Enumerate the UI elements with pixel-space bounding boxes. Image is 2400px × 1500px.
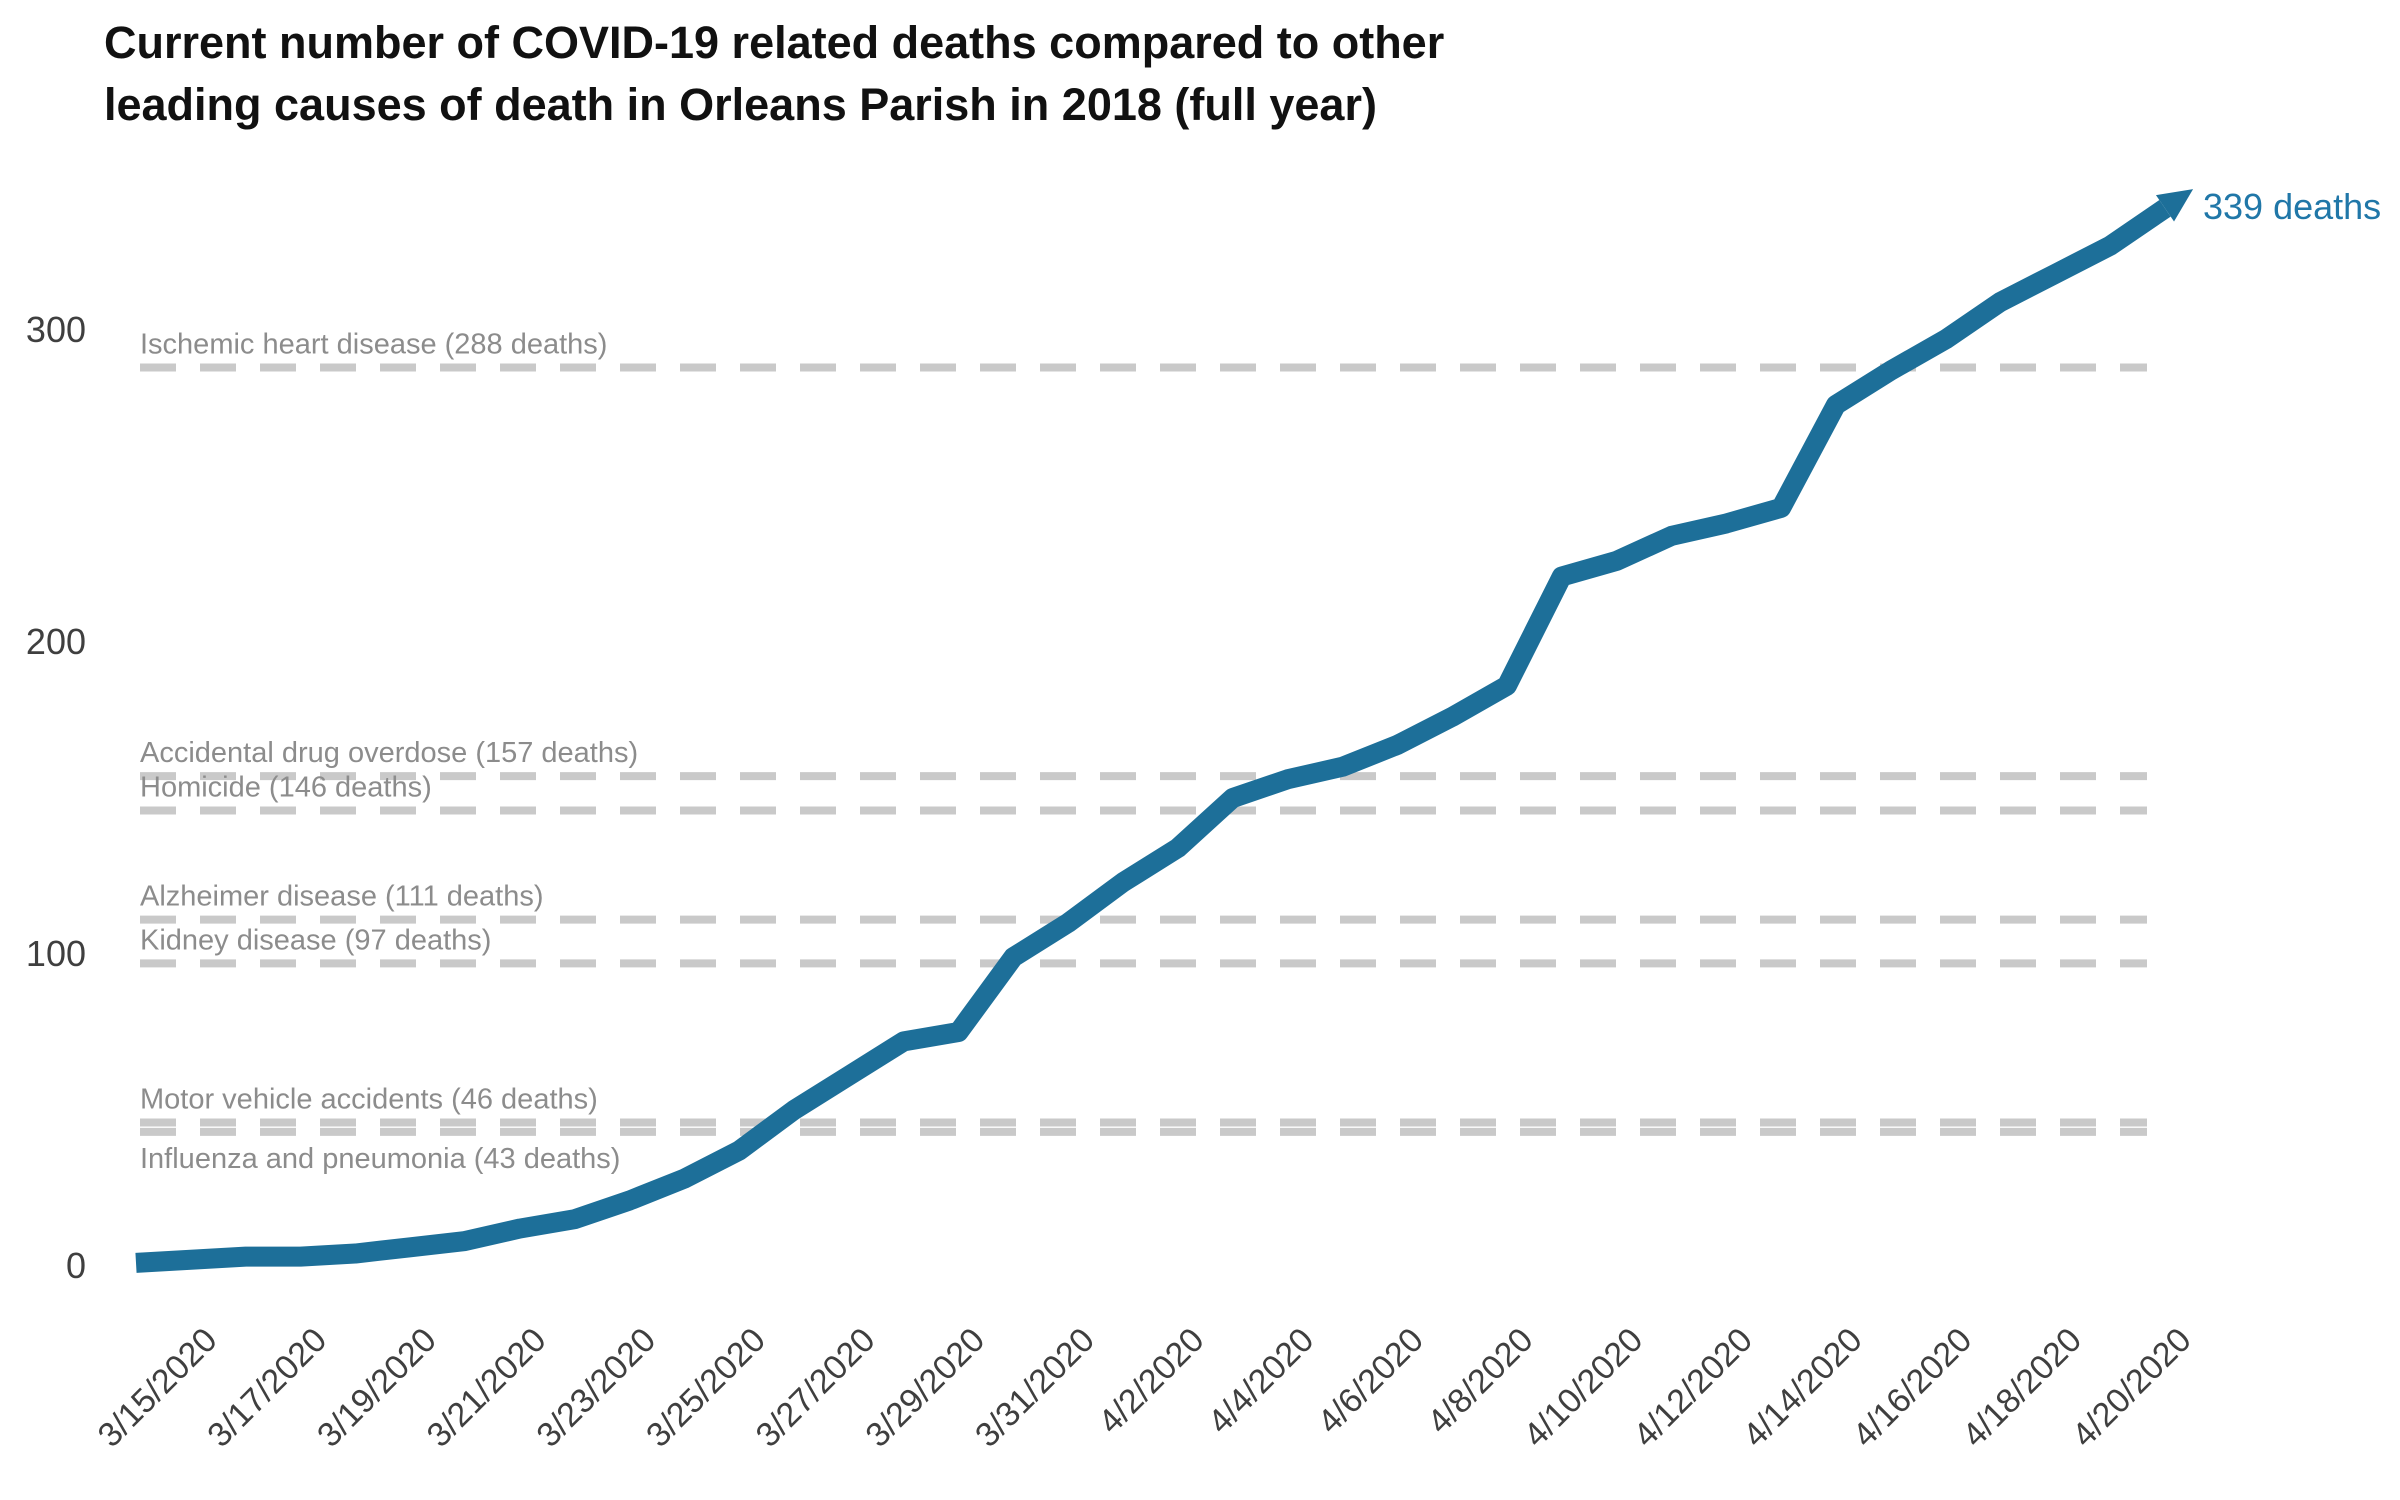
reference-line-label: Kidney disease (97 deaths) <box>140 924 491 956</box>
reference-line-label: Influenza and pneumonia (43 deaths) <box>140 1143 620 1175</box>
x-axis-tick-label: 4/10/2020 <box>1516 1321 1650 1455</box>
x-axis-tick-label: 3/27/2020 <box>749 1321 883 1455</box>
y-axis-tick-label: 300 <box>26 309 86 350</box>
x-axis-tick-label: 4/14/2020 <box>1736 1321 1870 1455</box>
y-axis-tick-label: 100 <box>26 933 86 974</box>
x-axis-tick-label: 4/6/2020 <box>1310 1321 1430 1441</box>
reference-line-label: Alzheimer disease (111 deaths) <box>140 881 544 913</box>
x-axis-tick-label: 3/19/2020 <box>310 1321 444 1455</box>
covid-deaths-line <box>135 200 2171 1273</box>
chart-title-line-2: leading causes of death in Orleans Paris… <box>104 79 1377 131</box>
reference-line-label: Ischemic heart disease (288 deaths) <box>140 328 607 360</box>
x-axis-tick-label: 3/25/2020 <box>639 1321 773 1455</box>
x-axis-tick-label: 3/29/2020 <box>858 1321 992 1455</box>
x-axis-tick-label: 3/17/2020 <box>200 1321 334 1455</box>
y-axis-tick-label: 200 <box>26 621 86 662</box>
x-axis-tick-label: 4/12/2020 <box>1626 1321 1760 1455</box>
x-axis-tick-label: 3/15/2020 <box>91 1321 225 1455</box>
reference-line-label: Accidental drug overdose (157 deaths) <box>140 737 638 769</box>
line-end-value-label: 339 deaths <box>2203 186 2382 227</box>
x-axis-tick-label: 4/16/2020 <box>1845 1321 1979 1455</box>
x-axis-tick-label: 4/18/2020 <box>1955 1321 2089 1455</box>
x-axis-tick-label: 3/31/2020 <box>968 1321 1102 1455</box>
chart-title-line-1: Current number of COVID-19 related death… <box>104 17 1445 68</box>
x-axis-tick-label: 3/21/2020 <box>420 1321 554 1455</box>
line-end-arrow <box>2155 189 2194 222</box>
reference-line-label: Homicide (146 deaths) <box>140 771 432 803</box>
reference-line-label: Motor vehicle accidents (46 deaths) <box>140 1083 598 1115</box>
x-axis-tick-label: 3/23/2020 <box>529 1321 663 1455</box>
x-axis-tick-label: 4/2/2020 <box>1091 1321 1211 1441</box>
y-axis-tick-label: 0 <box>66 1245 86 1286</box>
x-axis-tick-label: 4/20/2020 <box>2065 1321 2199 1455</box>
x-axis-tick-label: 4/4/2020 <box>1201 1321 1321 1441</box>
chart-title: Current number of COVID-19 related death… <box>104 12 1444 136</box>
